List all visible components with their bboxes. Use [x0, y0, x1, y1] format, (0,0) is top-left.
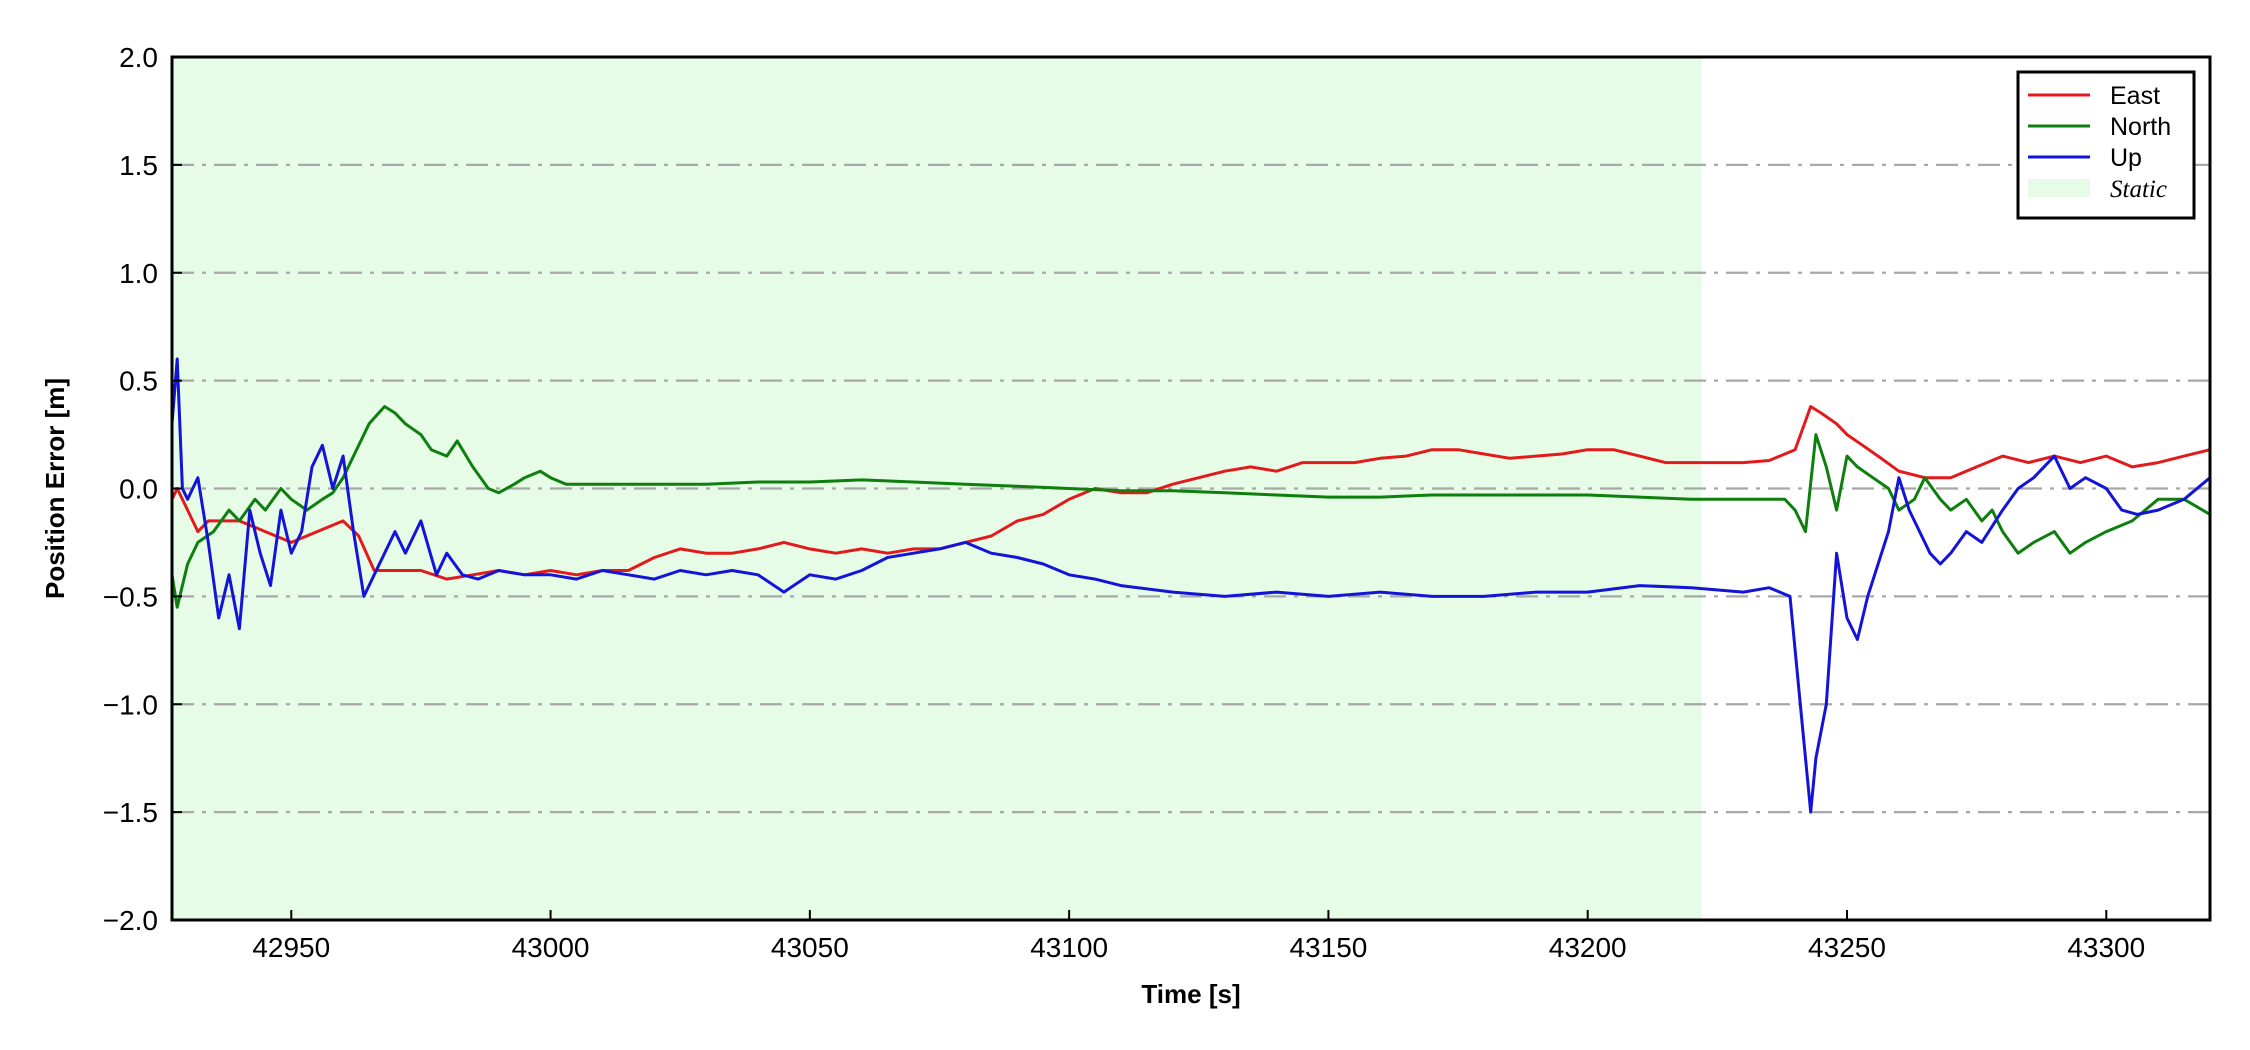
- legend-label-static: Static: [2110, 176, 2167, 203]
- y-tick-label: 0.5: [119, 366, 158, 397]
- x-axis-title: Time [s]: [1141, 979, 1240, 1009]
- series-line-up: [170, 357, 2211, 814]
- y-tick-label: −2.0: [103, 905, 158, 936]
- y-axis-title: Position Error [m]: [40, 378, 70, 599]
- legend-label-up: Up: [2110, 144, 2142, 172]
- x-tick-label: 42950: [252, 932, 330, 963]
- gridlines: [172, 163, 2210, 814]
- y-tick-label: −1.0: [103, 689, 158, 720]
- y-tick-label: 1.0: [119, 258, 158, 289]
- legend-swatch-static: [2028, 179, 2090, 197]
- y-tick-label: −1.5: [103, 797, 158, 828]
- series-line-east: [170, 405, 2211, 581]
- series-layer: [170, 357, 2211, 814]
- y-tick-label: 0.0: [119, 474, 158, 505]
- x-tick-label: 43100: [1030, 932, 1108, 963]
- legend-label-north: North: [2110, 113, 2171, 141]
- y-ticks: −2.0 −1.5 −1.0 −0.5 0.0 0.5 1.0 1.5 2.0: [103, 42, 182, 936]
- x-tick-label: 43150: [1289, 932, 1367, 963]
- x-tick-label: 43250: [1808, 932, 1886, 963]
- x-tick-label: 43200: [1549, 932, 1627, 963]
- legend: East North Up Static: [2016, 70, 2196, 220]
- x-tick-label: 43000: [512, 932, 590, 963]
- x-tick-label: 43300: [2067, 932, 2145, 963]
- y-tick-label: 2.0: [119, 42, 158, 73]
- x-tick-label: 43050: [771, 932, 849, 963]
- y-tick-label: −0.5: [103, 581, 158, 612]
- x-ticks: 42950 43000 43050 43100 43150 43200 43250 43300: [252, 910, 2145, 963]
- y-tick-label: 1.5: [119, 150, 158, 181]
- legend-label-east: East: [2110, 82, 2160, 110]
